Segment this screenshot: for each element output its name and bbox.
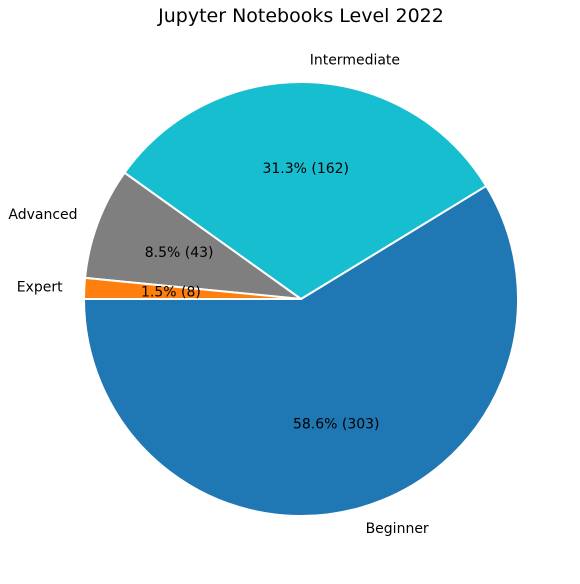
pie-slice-intermediate [123, 81, 488, 300]
slice-label-beginner: Beginner [366, 521, 429, 537]
slice-pct-label-beginner: 58.6% (303) [293, 416, 380, 432]
slice-pct-label-advanced: 8.5% (43) [145, 245, 214, 261]
slice-label-intermediate: Intermediate [310, 52, 400, 68]
slice-pct-label-expert: 1.5% (8) [141, 285, 201, 301]
slice-label-advanced: Advanced [8, 207, 77, 223]
chart-title: Jupyter Notebooks Level 2022 [157, 5, 444, 27]
pie-slice-advanced [84, 171, 302, 300]
pie-slices [83, 81, 519, 517]
pie-slice-expert [83, 276, 302, 300]
slice-label-expert: Expert [17, 279, 63, 295]
pie-slice-beginner [83, 184, 519, 517]
pie-labels: Beginner 58.6% (303) Intermediate 31.3% (16… [8, 52, 429, 536]
slice-pct-label-intermediate: 31.3% (162) [262, 161, 349, 177]
